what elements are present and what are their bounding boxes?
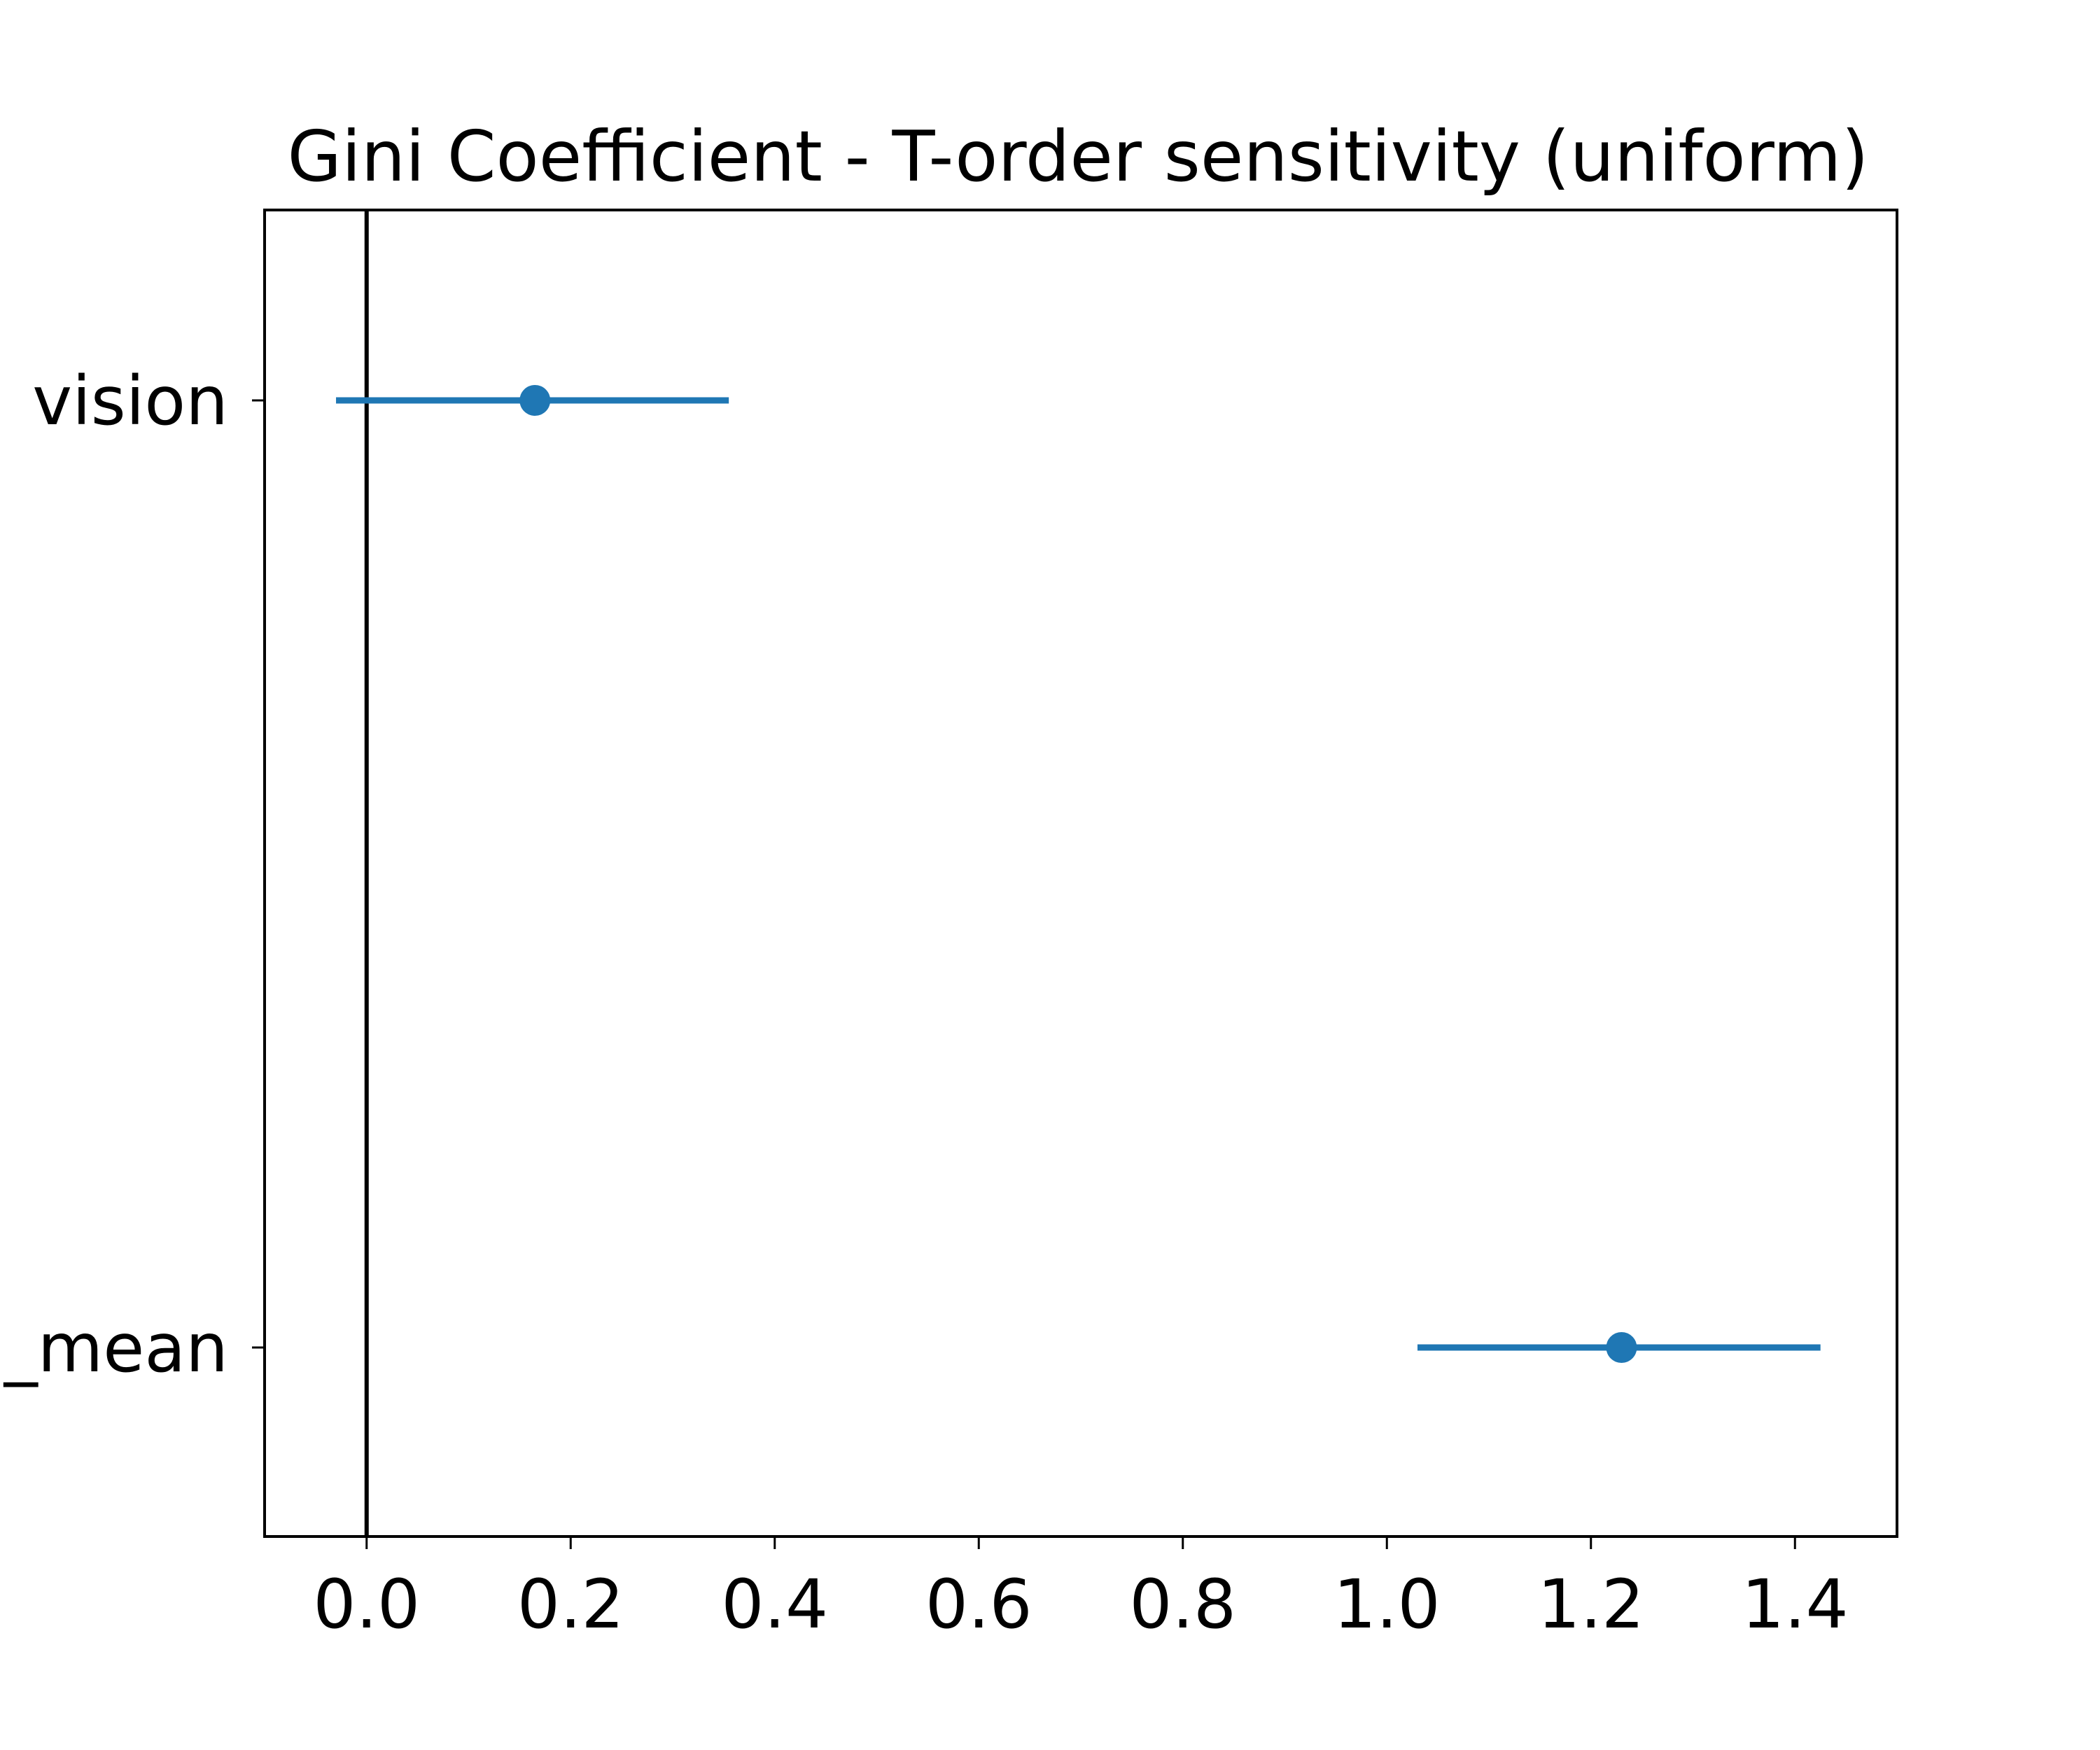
y-tick-label: vision bbox=[32, 362, 228, 440]
x-tick-label: 1.2 bbox=[1537, 1565, 1644, 1644]
x-tick-label: 0.2 bbox=[517, 1565, 624, 1644]
axes-frame bbox=[263, 209, 1898, 1538]
x-tick-label: 1.4 bbox=[1742, 1565, 1849, 1644]
x-tick-label: 0.6 bbox=[925, 1565, 1032, 1644]
chart-title: Gini Coefficient - T-order sensitivity (… bbox=[288, 115, 1869, 197]
data-point bbox=[519, 385, 551, 416]
x-tick-label: 0.4 bbox=[721, 1565, 828, 1644]
y-tick-label: _mean bbox=[4, 1309, 228, 1387]
x-tick-label: 0.8 bbox=[1129, 1565, 1236, 1644]
plot-area: 0.0 0.2 0.4 0.6 0.8 1.0 1.2 1.4 vision _mean bbox=[4, 209, 1898, 1644]
x-tick-label: 1.0 bbox=[1334, 1565, 1441, 1644]
x-tick-label: 0.0 bbox=[313, 1565, 420, 1644]
data-point bbox=[1606, 1332, 1637, 1363]
